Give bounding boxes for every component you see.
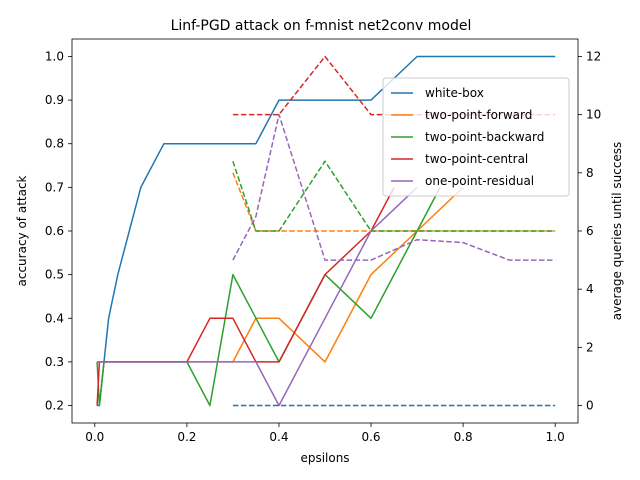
legend-label: two-point-backward <box>425 130 544 144</box>
y-right-tick-label: 4 <box>586 282 594 296</box>
y-tick-label: 0.8 <box>45 137 64 151</box>
y-tick-label: 0.2 <box>45 399 64 413</box>
series-line-9467bd-queries <box>232 113 556 261</box>
legend-label: two-point-forward <box>425 108 532 122</box>
y-right-tick-label: 10 <box>586 108 601 122</box>
y-right-tick-label: 6 <box>586 224 594 238</box>
legend-box <box>382 77 570 197</box>
x-tick-label: 0.0 <box>85 430 104 444</box>
series-line-two-point-backward <box>96 187 441 407</box>
y-right-tick-label: 12 <box>586 49 601 63</box>
y-tick-label: 0.6 <box>45 224 64 238</box>
legend-label: white-box <box>425 86 484 100</box>
series-line-white-box <box>97 55 556 407</box>
y-tick-label: 0.3 <box>45 355 64 369</box>
plot-area <box>96 55 556 407</box>
y-right-tick-label: 8 <box>586 166 594 180</box>
x-tick-label: 0.2 <box>177 430 196 444</box>
y-axis-right: 0 2 4 6 8 10 12 <box>578 49 601 413</box>
y-axis-left: 0.2 0.3 0.4 0.5 0.6 0.7 0.8 0.9 1.0 <box>45 49 72 413</box>
y-tick-label: 0.5 <box>45 268 64 282</box>
y-axis-label: accuracy of attack <box>15 175 29 286</box>
y-tick-label: 0.9 <box>45 93 64 107</box>
y-axis-right-label: average queries until success <box>610 142 624 321</box>
x-tick-label: 0.8 <box>454 430 473 444</box>
x-tick-label: 0.4 <box>269 430 288 444</box>
legend-label: two-point-central <box>425 152 528 166</box>
y-tick-label: 0.4 <box>45 311 64 325</box>
legend: white-box two-point-forward two-point-back… <box>382 77 570 197</box>
x-axis: 0.0 0.2 0.4 0.6 0.8 1.0 <box>85 423 565 444</box>
chart-title: Linf-PGD attack on f-mnist net2conv mode… <box>171 18 472 34</box>
legend-label: one-point-residual <box>425 174 534 188</box>
x-axis-label: epsilons <box>300 451 349 465</box>
y-right-tick-label: 2 <box>586 340 594 354</box>
x-tick-label: 1.0 <box>546 430 565 444</box>
y-tick-label: 1.0 <box>45 49 64 63</box>
series-line-2ca02c-queries <box>232 160 556 232</box>
y-right-tick-label: 0 <box>586 399 594 413</box>
x-tick-label: 0.6 <box>361 430 380 444</box>
y-tick-label: 0.7 <box>45 180 64 194</box>
